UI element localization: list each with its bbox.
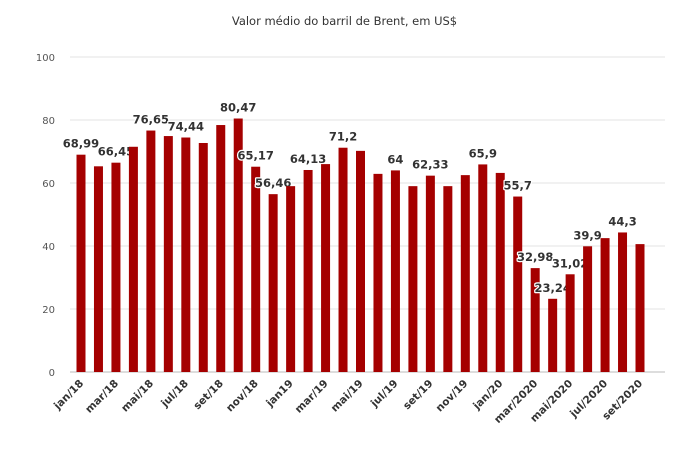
y-tick-label: 100 <box>36 53 55 64</box>
data-label: 74,44 <box>168 120 204 134</box>
bar-jul/2020 <box>600 238 610 372</box>
bar-fev/19 <box>303 169 313 372</box>
bar-mai/19 <box>356 150 365 372</box>
chart-subtitle: Valor médio do barril de Brent, em US$ <box>231 14 458 28</box>
bar-ago/18 <box>198 142 208 372</box>
bar-abr/2020 <box>548 298 558 372</box>
bar-jun/18 <box>163 136 173 372</box>
bar-mar/2020 <box>530 268 540 372</box>
bar-jul/18 <box>181 137 191 372</box>
data-label: 32,98 <box>517 250 553 264</box>
x-tick-label: jan19 <box>263 378 295 410</box>
x-tick-label: set/19 <box>401 378 436 413</box>
bar-set/19 <box>425 175 435 372</box>
x-tick-label: jul/18 <box>158 378 191 411</box>
bar-nov/19 <box>460 175 470 372</box>
x-tick-label: mai/18 <box>119 378 156 415</box>
bar-dez/19 <box>478 164 488 372</box>
data-label: 68,99 <box>63 137 99 151</box>
bar-fev/18 <box>93 166 103 372</box>
data-label: 64 <box>387 152 403 166</box>
bar-set/2020 <box>635 244 645 372</box>
bar-jun/19 <box>373 173 383 372</box>
x-tick-label: nov/19 <box>434 378 471 415</box>
y-tick-label: 60 <box>42 179 55 190</box>
bar-out/18 <box>233 118 243 372</box>
bar-abr/18 <box>128 146 138 372</box>
bar-out/19 <box>443 186 453 372</box>
data-label: 65,17 <box>237 149 273 163</box>
bar-jan19 <box>286 186 296 372</box>
bar-set/18 <box>216 125 226 372</box>
bar-jan/20 <box>495 172 505 372</box>
data-label: 31,02 <box>552 256 588 270</box>
data-label: 64,13 <box>290 152 326 166</box>
data-label: 23,24 <box>534 281 570 295</box>
data-label: 55,7 <box>504 179 532 193</box>
data-label: 56,46 <box>255 176 291 190</box>
bar-mai/18 <box>146 130 156 372</box>
bar-jan/18 <box>76 154 86 372</box>
data-label: 71,2 <box>329 130 357 144</box>
y-tick-label: 40 <box>42 242 55 253</box>
x-tick-label: jan/18 <box>51 378 86 413</box>
x-tick-label: mar/19 <box>293 378 331 416</box>
x-tick-label: jan/20 <box>470 378 505 413</box>
data-label: 66,45 <box>98 145 134 159</box>
bar-abr/19 <box>338 147 348 372</box>
x-tick-label: jul/19 <box>368 378 401 411</box>
data-label: 62,33 <box>412 158 448 172</box>
bar-jul/19 <box>390 170 400 372</box>
data-label: 44,3 <box>608 214 636 228</box>
x-tick-label: mai/19 <box>329 378 366 415</box>
data-label: 39,9 <box>573 228 601 242</box>
data-label: 76,65 <box>133 113 169 127</box>
data-label: 80,47 <box>220 101 256 115</box>
y-tick-label: 0 <box>49 368 55 379</box>
bar-mai/2020 <box>565 274 575 372</box>
bar-nov/18 <box>251 166 261 372</box>
x-tick-label: mar/18 <box>83 378 121 416</box>
y-tick-label: 80 <box>42 116 55 127</box>
x-tick-label: nov/18 <box>224 378 261 415</box>
bar-mar/19 <box>321 164 331 372</box>
bar-jun/2020 <box>583 246 593 372</box>
bar-ago/19 <box>408 186 418 372</box>
bar-ago/2020 <box>618 232 628 372</box>
bar-mar/18 <box>111 162 121 372</box>
bar-fev/20 <box>513 196 523 372</box>
bar-dez/18 <box>268 194 278 372</box>
data-label: 65,9 <box>469 146 497 160</box>
x-tick-label: set/18 <box>191 378 226 413</box>
y-tick-label: 20 <box>42 305 55 316</box>
